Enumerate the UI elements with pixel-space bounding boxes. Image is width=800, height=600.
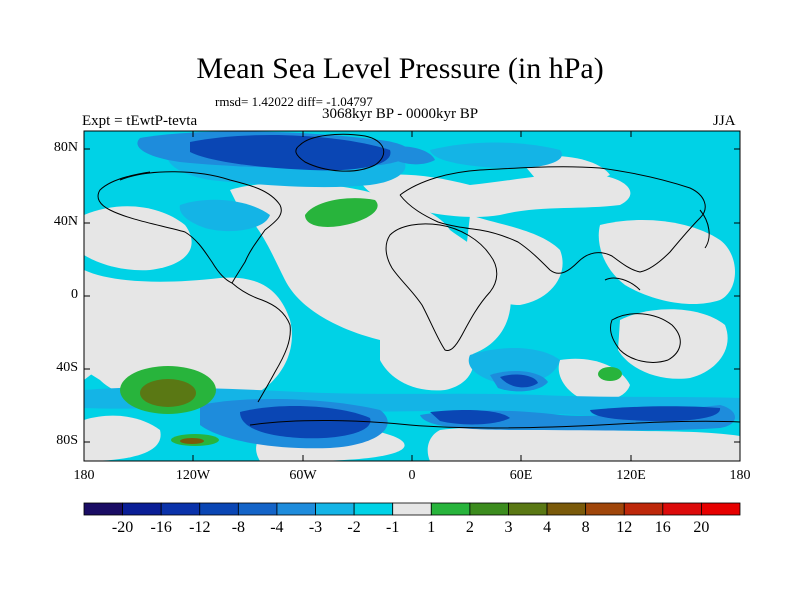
y-tick-label: 80N <box>53 140 78 155</box>
positive-regions <box>120 198 622 446</box>
y-tick-label: 80S <box>56 433 78 448</box>
colorbar-label: 2 <box>465 519 474 536</box>
figure-title: Mean Sea Level Pressure (in hPa) <box>196 52 604 85</box>
colorbar-label: 4 <box>543 519 552 536</box>
colorbar-swatch <box>392 502 432 516</box>
x-tick-label: 120W <box>175 468 211 483</box>
colorbar-label: 20 <box>693 519 710 536</box>
colorbar-swatch <box>122 502 162 516</box>
map-frame <box>83 130 741 462</box>
y-tick-label: 40N <box>53 214 78 229</box>
colorbar-swatch <box>315 502 355 516</box>
colorbar-swatch <box>508 502 548 516</box>
colorbar <box>83 502 741 516</box>
colorbar-label: 8 <box>581 519 590 536</box>
colorbar-swatch <box>160 502 201 516</box>
x-tick-label: 120E <box>616 468 646 483</box>
season-label: JJA <box>713 113 736 129</box>
x-tick-label: 60E <box>509 468 533 483</box>
colorbar-label: -8 <box>231 519 246 536</box>
colorbar-label: -12 <box>189 519 211 536</box>
colorbar-swatch <box>237 502 278 516</box>
x-tick-label: 180 <box>73 468 95 483</box>
period-label: 3068kyr BP - 0000kyr BP <box>322 106 479 122</box>
colorbar-label: -16 <box>150 519 172 536</box>
colorbar-label: -20 <box>111 519 134 536</box>
colorbar-swatch <box>546 502 587 516</box>
colorbar-swatch <box>83 502 123 516</box>
colorbar-swatch <box>701 502 741 516</box>
x-tick-label: 60W <box>289 468 317 483</box>
minus4-regions <box>190 135 721 439</box>
colorbar-label: 16 <box>654 519 671 536</box>
colorbar-swatch <box>623 502 664 516</box>
colorbar-label: 12 <box>616 519 633 536</box>
colorbar-swatch <box>199 502 239 516</box>
colorbar-label: 1 <box>427 519 436 536</box>
colorbar-label: -4 <box>270 519 284 536</box>
y-tick-label: 0 <box>71 287 78 302</box>
colorbar-swatch <box>353 502 394 516</box>
colorbar-swatch <box>662 502 702 516</box>
y-tick-label: 40S <box>56 360 78 375</box>
x-tick-label: 180 <box>729 468 751 483</box>
map-field <box>84 131 740 461</box>
coastlines <box>97 133 740 429</box>
colorbar-label: 3 <box>504 519 513 536</box>
stats-label: rmsd= 1.42022 diff= -1.04797 <box>215 94 373 109</box>
colorbar-label: -3 <box>308 519 323 536</box>
colorbar-swatch <box>585 502 625 516</box>
experiment-label: Expt = tEwtP-tevta <box>82 113 198 129</box>
colorbar-label: -2 <box>347 519 361 536</box>
colorbar-swatch <box>469 502 509 516</box>
colorbar-swatch <box>430 502 471 516</box>
x-tick-label: 0 <box>408 468 416 483</box>
colorbar-swatch <box>276 502 316 516</box>
colorbar-label: -1 <box>386 519 400 536</box>
